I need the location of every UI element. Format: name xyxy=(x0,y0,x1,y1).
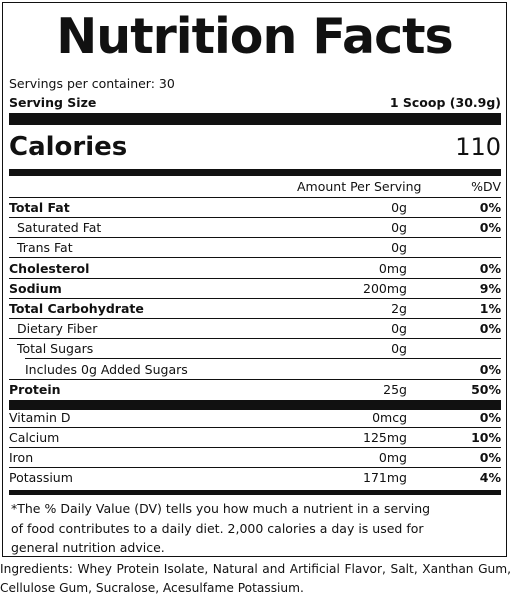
nutrient-row-protein: Protein 25g 50% xyxy=(9,380,501,400)
row-divider xyxy=(9,257,501,258)
vitamin-dv: 10% xyxy=(471,430,501,445)
nutrient-amount: 0g xyxy=(391,321,407,336)
nutrient-amount: 0g xyxy=(391,240,407,255)
nutrient-dv: 0% xyxy=(479,362,501,377)
vitamin-name: Vitamin D xyxy=(9,410,71,425)
vitamin-amount: 125mg xyxy=(363,430,407,445)
nutrient-name: Cholesterol xyxy=(9,261,90,276)
nutrient-amount: 2g xyxy=(391,301,407,316)
header-divider xyxy=(9,197,501,198)
thick-divider-vitamins xyxy=(9,400,501,410)
nutrient-row-cholesterol: Cholesterol 0mg 0% xyxy=(9,259,501,279)
nutrient-dv: 0% xyxy=(479,321,501,336)
nutrient-name: Total Sugars xyxy=(17,341,94,356)
ingredients-text: Ingredients: Whey Protein Isolate, Natur… xyxy=(0,562,511,595)
vitamin-amount: 171mg xyxy=(363,470,407,485)
nutrient-name: Includes 0g Added Sugars xyxy=(25,362,188,377)
nutrient-row-added-sugars: Includes 0g Added Sugars 0% xyxy=(9,360,501,380)
calories-label: Calories xyxy=(9,132,128,162)
row-divider xyxy=(9,298,501,299)
nutrient-row-total-fat: Total Fat 0g 0% xyxy=(9,198,501,218)
row-divider xyxy=(9,318,501,319)
nutrient-name: Saturated Fat xyxy=(17,220,102,235)
nutrient-row-total-sugars: Total Sugars 0g xyxy=(9,339,501,359)
label-title: Nutrition Facts xyxy=(56,8,453,65)
vitamin-amount: 0mg xyxy=(378,450,407,465)
nutrient-name: Total Carbohydrate xyxy=(9,301,144,316)
nutrient-amount: 0mg xyxy=(378,261,407,276)
row-divider xyxy=(9,338,501,339)
nutrient-name: Total Fat xyxy=(9,200,70,215)
nutrient-dv: 9% xyxy=(479,281,501,296)
nutrient-row-sodium: Sodium 200mg 9% xyxy=(9,279,501,299)
vitamin-dv: 0% xyxy=(479,410,501,425)
vitamin-row-vitamin-d: Vitamin D 0mcg 0% xyxy=(9,408,501,428)
dv-header: %DV xyxy=(471,179,501,194)
vitamin-dv: 0% xyxy=(479,450,501,465)
serving-size-label: Serving Size xyxy=(9,95,97,110)
nutrient-name: Dietary Fiber xyxy=(17,321,98,336)
row-divider xyxy=(9,379,501,380)
vitamin-name: Potassium xyxy=(9,470,73,485)
nutrient-name: Sodium xyxy=(9,281,62,296)
thick-divider-top xyxy=(9,113,501,125)
vitamin-amount: 0mcg xyxy=(372,410,407,425)
vitamin-row-calcium: Calcium 125mg 10% xyxy=(9,428,501,448)
row-divider xyxy=(9,217,501,218)
nutrient-dv: 0% xyxy=(479,220,501,235)
nutrient-row-trans-fat: Trans Fat 0g xyxy=(9,238,501,258)
row-divider xyxy=(9,467,501,468)
nutrient-name: Trans Fat xyxy=(17,240,73,255)
nutrient-row-total-carbohydrate: Total Carbohydrate 2g 1% xyxy=(9,299,501,319)
vitamin-name: Iron xyxy=(9,450,34,465)
nutrient-dv: 0% xyxy=(479,261,501,276)
row-divider xyxy=(9,427,501,428)
nutrient-dv: 0% xyxy=(479,200,501,215)
nutrient-dv: 1% xyxy=(479,301,501,316)
nutrient-row-saturated-fat: Saturated Fat 0g 0% xyxy=(9,218,501,238)
vitamin-row-potassium: Potassium 171mg 4% xyxy=(9,468,501,488)
serving-size-value: 1 Scoop (30.9g) xyxy=(389,95,501,110)
vitamin-dv: 4% xyxy=(479,470,501,485)
row-divider xyxy=(9,278,501,279)
thick-divider-calories xyxy=(9,169,501,176)
daily-value-footnote: *The % Daily Value (DV) tells you how mu… xyxy=(11,501,431,555)
vitamin-name: Calcium xyxy=(9,430,60,445)
row-divider xyxy=(9,237,501,238)
nutrient-amount: 25g xyxy=(383,382,407,397)
nutrient-amount: 0g xyxy=(391,341,407,356)
nutrient-amount: 200mg xyxy=(363,281,407,296)
row-divider xyxy=(9,447,501,448)
nutrient-dv: 50% xyxy=(471,382,501,397)
servings-per-container: Servings per container: 30 xyxy=(9,76,175,91)
thick-divider-footnote xyxy=(9,490,501,495)
nutrient-name: Protein xyxy=(9,382,61,397)
nutrient-row-dietary-fiber: Dietary Fiber 0g 0% xyxy=(9,319,501,339)
nutrition-label: Nutrition Facts Servings per container: … xyxy=(2,2,507,557)
calories-value: 110 xyxy=(455,133,501,161)
amount-per-serving-header: Amount Per Serving xyxy=(297,179,422,194)
nutrient-amount: 0g xyxy=(391,220,407,235)
vitamin-row-iron: Iron 0mg 0% xyxy=(9,448,501,468)
nutrient-amount: 0g xyxy=(391,200,407,215)
row-divider xyxy=(25,358,501,359)
